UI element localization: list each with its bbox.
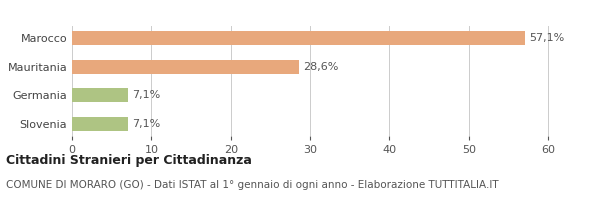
Text: COMUNE DI MORARO (GO) - Dati ISTAT al 1° gennaio di ogni anno - Elaborazione TUT: COMUNE DI MORARO (GO) - Dati ISTAT al 1°… — [6, 180, 499, 190]
Text: 28,6%: 28,6% — [303, 62, 338, 72]
Text: 57,1%: 57,1% — [529, 33, 565, 43]
Bar — [72, 60, 299, 74]
Text: Cittadini Stranieri per Cittadinanza: Cittadini Stranieri per Cittadinanza — [6, 154, 252, 167]
Bar — [72, 31, 525, 45]
Bar — [72, 117, 128, 131]
Text: 7,1%: 7,1% — [133, 90, 161, 100]
Bar — [72, 88, 128, 102]
Text: 7,1%: 7,1% — [133, 119, 161, 129]
